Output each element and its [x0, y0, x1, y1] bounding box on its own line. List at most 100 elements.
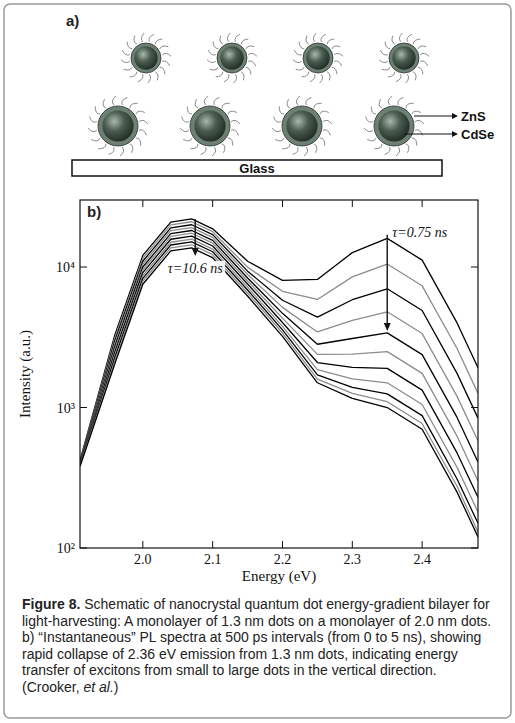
ligand — [327, 72, 330, 81]
spectrum-line — [80, 236, 478, 497]
spectrum-line — [80, 248, 478, 537]
figure-border — [4, 4, 511, 718]
ligand — [327, 39, 334, 44]
ligand — [109, 147, 115, 154]
cdse-core — [286, 110, 317, 141]
panel-label: a) — [66, 12, 79, 29]
ligand — [208, 50, 216, 55]
spectrum-line — [80, 245, 478, 532]
ligand — [241, 72, 244, 81]
ligand — [314, 144, 317, 153]
ligand — [90, 117, 97, 123]
x-tick — [282, 541, 283, 548]
ligand — [310, 74, 315, 82]
panel-label: b) — [87, 203, 101, 220]
y-tick-label: 10⁴ — [56, 260, 75, 275]
spectrum-line — [80, 242, 478, 523]
x-tick-label: 2.2 — [274, 552, 292, 567]
ligand — [382, 67, 391, 70]
spectrum-line — [80, 219, 478, 461]
ligand — [406, 144, 409, 153]
zns-shell — [217, 43, 247, 73]
ligand — [222, 103, 230, 108]
ligand — [332, 46, 341, 49]
y-tick — [471, 407, 478, 408]
ligand — [224, 74, 229, 82]
ligand — [204, 96, 207, 105]
ligand — [396, 74, 401, 82]
ligand — [385, 147, 391, 154]
ligand — [293, 147, 299, 154]
cdse-core — [134, 46, 157, 69]
ligand — [334, 61, 342, 66]
ligand — [127, 42, 132, 49]
ligand — [332, 67, 337, 74]
x-tick — [282, 200, 283, 207]
ligand — [420, 53, 429, 56]
ligand — [122, 98, 128, 105]
ligand — [130, 144, 133, 153]
ligand — [406, 74, 409, 83]
ligand — [201, 147, 207, 154]
caption-text: ) — [114, 679, 119, 695]
ligand — [306, 36, 309, 45]
x-tick-label: 2.0 — [134, 552, 152, 567]
ligand — [231, 120, 240, 123]
ligand — [313, 33, 316, 42]
arrowhead — [192, 248, 199, 256]
x-tick — [212, 541, 213, 548]
annotation-text: τ=0.75 ns — [392, 225, 447, 240]
ligand — [141, 33, 144, 42]
ligand — [366, 117, 373, 123]
zns-shell — [98, 106, 138, 146]
arrowhead — [384, 323, 391, 331]
ligand — [213, 42, 218, 49]
zns-shell — [303, 43, 333, 73]
ligand — [155, 39, 162, 44]
ligand — [314, 103, 322, 108]
ligand — [182, 117, 189, 123]
ligand — [207, 60, 216, 63]
ligand — [220, 36, 223, 45]
ligand — [134, 36, 137, 45]
ligand — [321, 34, 326, 42]
ligand — [379, 99, 382, 108]
chart: 2.02.12.22.32.410²10³10⁴Energy (eV)Inten… — [17, 200, 478, 585]
cdse-core — [392, 46, 415, 69]
ligand — [138, 74, 143, 82]
ligand — [95, 106, 100, 114]
ligand — [367, 138, 376, 141]
cdse-core — [102, 110, 133, 141]
annotation-arrow — [192, 219, 199, 256]
ligand — [241, 39, 248, 44]
ligand — [130, 72, 137, 77]
arrowhead — [452, 131, 458, 137]
ligand — [234, 74, 237, 83]
ligand — [388, 96, 391, 105]
ligand — [302, 72, 309, 77]
ligand — [231, 130, 238, 136]
spectrum-line — [80, 239, 478, 512]
arrow-shaft — [195, 219, 196, 250]
ligand — [139, 130, 146, 136]
ligand — [136, 111, 145, 114]
ligand — [148, 74, 151, 83]
ligand — [160, 67, 165, 74]
ligand — [195, 99, 198, 108]
ligand — [136, 138, 141, 146]
ligand — [122, 50, 130, 55]
zns-shell — [131, 43, 161, 73]
ligand — [392, 36, 395, 45]
ligand — [121, 60, 130, 63]
zns-shell — [190, 106, 230, 146]
ligand — [212, 147, 215, 156]
zns-shell — [374, 106, 414, 146]
ligand — [320, 74, 323, 83]
x-tick — [352, 200, 353, 207]
ligand — [379, 60, 388, 63]
ligand — [396, 147, 399, 156]
ligand — [228, 111, 237, 114]
shell-label: ZnS — [461, 109, 486, 124]
zns-shell — [389, 43, 419, 73]
spectrum-line — [80, 233, 478, 481]
